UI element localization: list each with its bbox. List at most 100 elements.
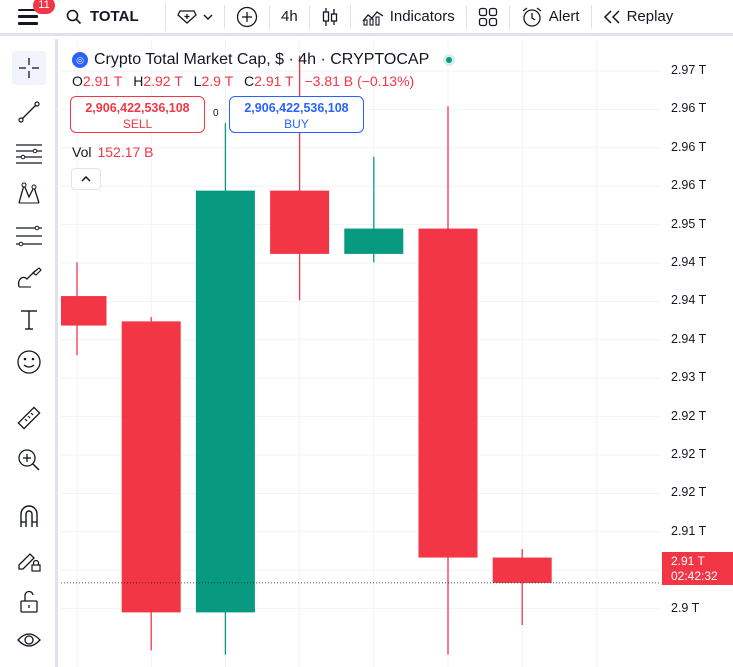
last-price-label: 2.91 T 02:42:32 xyxy=(662,552,733,585)
indicators-icon xyxy=(362,10,384,26)
toolbar-divider xyxy=(224,4,225,29)
top-toolbar: 11 TOTAL 4h Indicators Alert Replay xyxy=(0,0,733,36)
projection-icon xyxy=(16,225,42,247)
text-tool[interactable] xyxy=(12,303,46,337)
alert-label: Alert xyxy=(548,8,580,25)
candle-body xyxy=(492,557,552,583)
grid-layout-icon xyxy=(478,7,497,26)
compare-symbol-button[interactable] xyxy=(166,3,224,31)
symbol-title[interactable]: ◎ Crypto Total Market Cap, $ · 4h · CRYP… xyxy=(72,50,456,70)
toolbar-divider xyxy=(465,4,467,29)
brush-tool[interactable] xyxy=(12,261,46,295)
market-status-icon xyxy=(443,54,456,66)
fib-tool[interactable] xyxy=(12,136,46,170)
buy-button[interactable]: 2,906,422,536,108 BUY xyxy=(229,96,364,133)
sell-label: SELL xyxy=(122,117,153,131)
high-value: 2.92 T xyxy=(143,73,183,89)
toolbar-divider xyxy=(590,4,592,29)
symbol-label: TOTAL xyxy=(90,8,139,25)
interval-button[interactable]: 4h xyxy=(281,8,298,25)
candlestick-chart[interactable] xyxy=(61,39,661,667)
chevron-up-icon xyxy=(81,176,91,182)
crosshair-icon xyxy=(19,58,39,78)
ohlc-values: O2.91 T H2.92 T L2.9 T C2.91 T −3.81 B (… xyxy=(72,73,421,89)
crosshair-tool[interactable] xyxy=(12,51,46,85)
price-tick: 2.9 T xyxy=(671,600,700,615)
replay-button[interactable]: Replay xyxy=(592,3,685,31)
emoji-tool[interactable] xyxy=(12,345,46,379)
eye-icon xyxy=(17,633,41,647)
hamburger-icon xyxy=(18,8,38,25)
rewind-icon xyxy=(603,9,620,24)
indicators-button[interactable]: Indicators xyxy=(351,3,466,31)
lock-drawings-tool[interactable] xyxy=(12,543,46,577)
plus-circle-icon xyxy=(236,6,258,27)
price-tick: 2.96 T xyxy=(671,178,707,193)
main-menu-button[interactable]: 11 xyxy=(0,0,56,35)
trend-line-tool[interactable] xyxy=(12,95,46,129)
visibility-tool[interactable] xyxy=(12,623,46,657)
lock-all-tool[interactable] xyxy=(12,585,46,619)
fib-retracement-icon xyxy=(16,144,42,164)
candle-body xyxy=(195,190,255,613)
collapse-legend-button[interactable] xyxy=(71,168,101,190)
text-icon xyxy=(21,310,37,330)
low-value: 2.9 T xyxy=(201,73,234,89)
low-label: L xyxy=(193,73,202,89)
ruler-icon xyxy=(17,406,41,430)
volume-label: Vol xyxy=(72,144,92,160)
open-value: 2.91 T xyxy=(82,73,123,89)
price-tick: 2.93 T xyxy=(671,370,707,385)
symbol-search-button[interactable]: TOTAL xyxy=(56,2,166,31)
toolbar-divider xyxy=(508,4,510,29)
toolbar-divider xyxy=(308,4,310,29)
change-value: −3.81 B (−0.13%) xyxy=(304,73,415,89)
measure-tool[interactable] xyxy=(12,401,46,435)
brush-icon xyxy=(17,267,42,288)
price-tick: 2.95 T xyxy=(671,216,707,231)
magnet-tool[interactable] xyxy=(12,499,46,533)
alert-button[interactable]: Alert xyxy=(510,3,591,31)
search-icon xyxy=(66,9,82,24)
candle-body xyxy=(344,228,404,254)
forecasting-tool[interactable] xyxy=(12,219,46,253)
price-tick: 2.96 T xyxy=(671,101,707,116)
toolbar-divider xyxy=(349,4,351,29)
candles-icon xyxy=(322,7,337,26)
buy-label: BUY xyxy=(284,117,309,131)
sell-button[interactable]: 2,906,422,536,108 SELL xyxy=(70,96,205,133)
layouts-button[interactable] xyxy=(467,3,509,31)
last-price-value: 2.91 T xyxy=(671,554,705,568)
chart-type-button[interactable] xyxy=(310,3,350,31)
crypto-logo-icon: ◎ xyxy=(72,52,88,68)
notification-badge: 11 xyxy=(33,0,55,14)
close-value: 2.91 T xyxy=(254,73,294,89)
diamond-plus-icon xyxy=(177,9,197,24)
drawing-toolbar xyxy=(0,39,58,667)
candle-body xyxy=(61,296,107,326)
price-tick: 2.97 T xyxy=(671,63,707,77)
price-tick: 2.94 T xyxy=(671,293,707,308)
indicators-label: Indicators xyxy=(389,8,455,25)
trend-line-icon xyxy=(18,101,40,123)
close-label: C xyxy=(244,73,255,89)
candle-body xyxy=(121,321,181,613)
bar-countdown: 02:42:32 xyxy=(671,569,718,583)
price-tick: 2.92 T xyxy=(671,485,707,500)
candle-body xyxy=(270,190,330,254)
volume-legend[interactable]: Vol 152.17 B xyxy=(72,144,154,160)
open-label: O xyxy=(72,73,83,89)
price-tick: 2.96 T xyxy=(671,139,707,154)
high-label: H xyxy=(133,73,144,89)
price-tick: 2.94 T xyxy=(671,255,707,269)
smiley-icon xyxy=(17,350,41,374)
buy-price: 2,906,422,536,108 xyxy=(244,101,349,115)
pattern-tool[interactable] xyxy=(12,177,46,211)
magnet-icon xyxy=(20,505,38,527)
title-text: Crypto Total Market Cap, $ · 4h · CRYPTO… xyxy=(94,51,430,68)
add-symbol-button[interactable] xyxy=(225,3,269,31)
pattern-icon xyxy=(18,182,40,204)
chart-legend: ◎ Crypto Total Market Cap, $ · 4h · CRYP… xyxy=(72,50,456,70)
zoom-in-tool[interactable] xyxy=(12,443,46,477)
zoom-in-icon xyxy=(18,449,40,471)
